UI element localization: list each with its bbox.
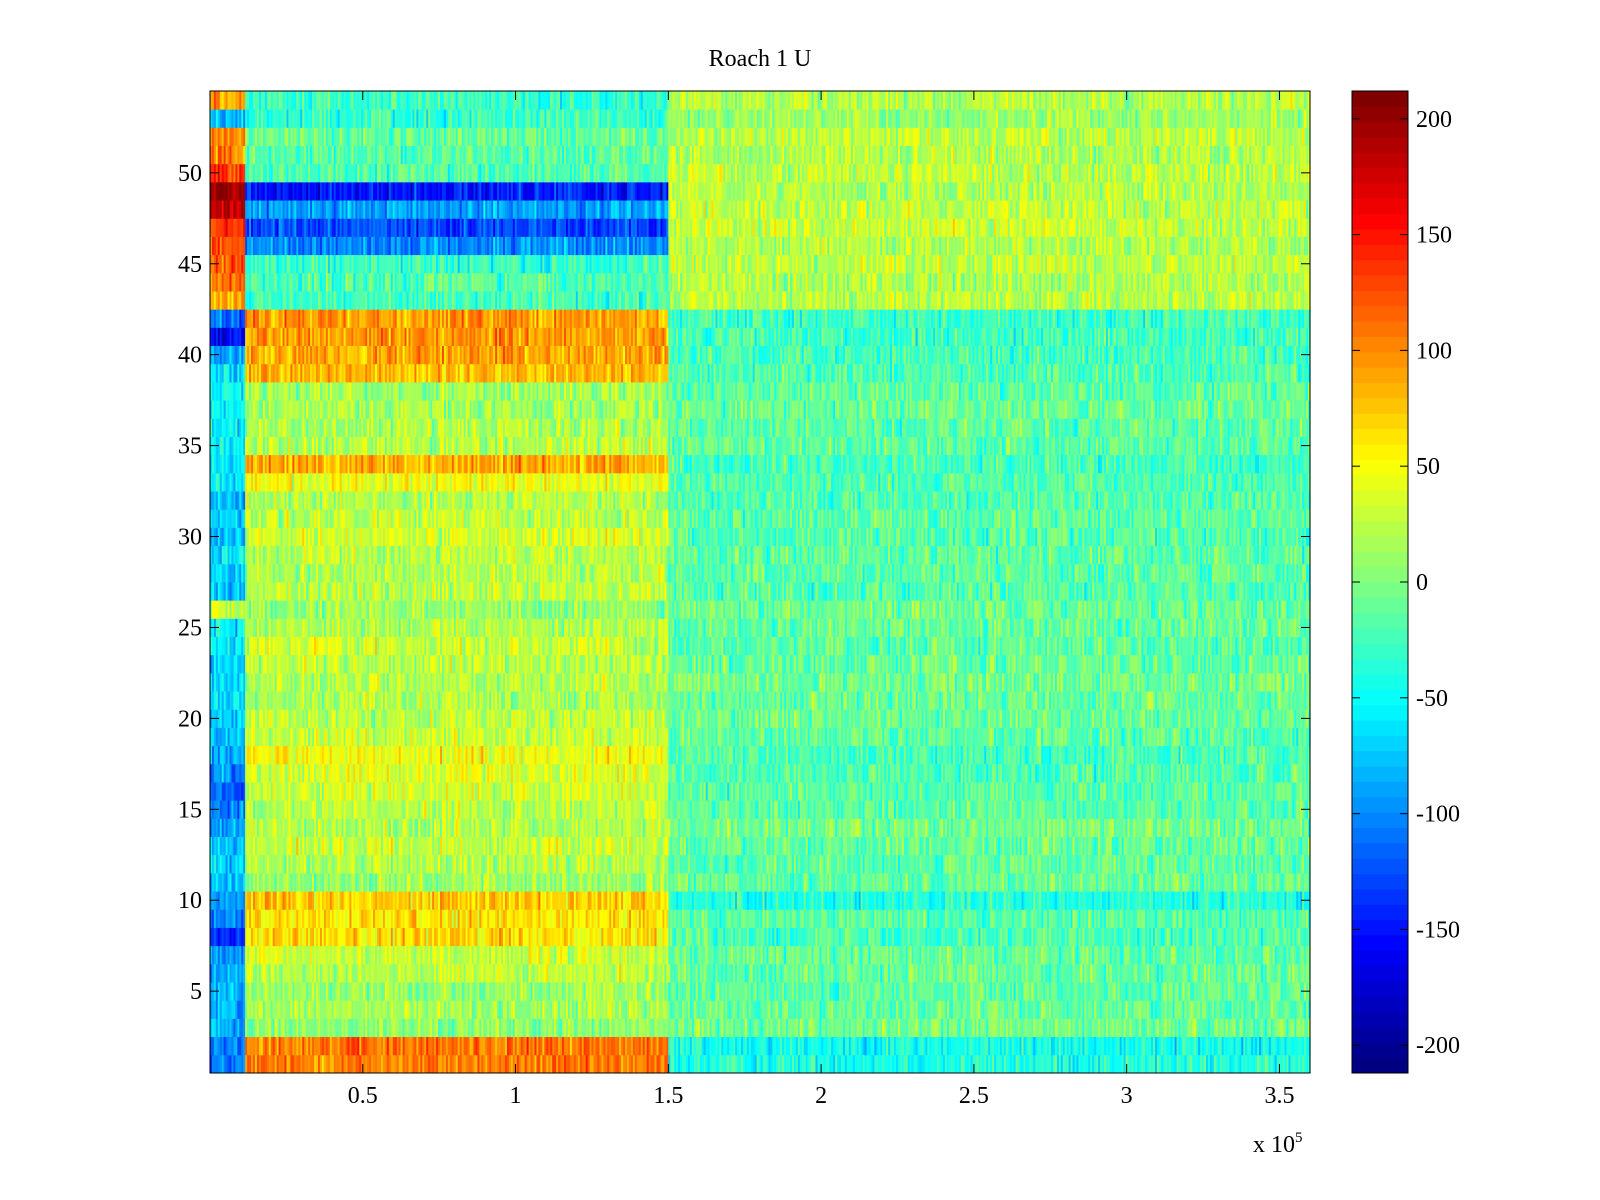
chart-title: Roach 1 U bbox=[709, 46, 812, 72]
figure: Roach 1 U 0.5 1 1.5 2 2.5 3 3.5 51015202530354… bbox=[0, 0, 1600, 1200]
heatmap-cells bbox=[210, 91, 1311, 1073]
